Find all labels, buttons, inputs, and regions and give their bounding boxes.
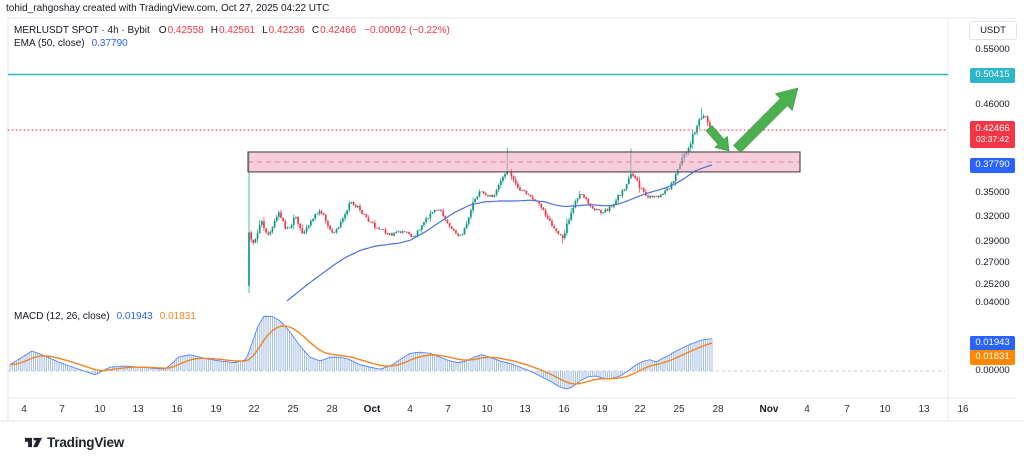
macd-legend: MACD (12, 26, close) 0.01943 0.01831: [14, 311, 196, 322]
last-price-label: 0.42466 03:37:42: [970, 120, 1015, 148]
price-tick-label: 0.27000: [975, 257, 1010, 268]
price-tick-label: 0.46000: [975, 99, 1010, 110]
borders-layer: [0, 17, 1024, 422]
time-tick-label: 13: [519, 404, 531, 415]
time-tick-label: 19: [210, 404, 222, 415]
time-tick-label: 4: [21, 404, 27, 415]
price-tick-label: 0.32000: [975, 211, 1010, 222]
macd-label: MACD (12, 26, close): [14, 311, 110, 322]
time-tick-label: 19: [596, 404, 608, 415]
symbol-title: MERLUSDT SPOT · 4h · Bybit: [14, 25, 150, 36]
candlestick-layer: [248, 107, 713, 293]
price-tick-label: 0.29000: [975, 236, 1010, 247]
time-tick-label: 25: [287, 404, 299, 415]
macd-line-value-label: 0.01943: [970, 335, 1015, 351]
open-value: 0.42558: [167, 25, 204, 36]
time-tick-label: Oct: [363, 404, 381, 415]
ohlc-open: O0.42558: [159, 25, 204, 36]
low-value: 0.42236: [268, 25, 305, 36]
symbol-legend: MERLUSDT SPOT · 4h · Bybit O0.42558 H0.425…: [14, 25, 450, 36]
open-key: O: [158, 25, 167, 36]
macd-line-value: 0.01943: [116, 311, 153, 322]
change-value: −0.00092 (−0.22%): [364, 25, 450, 36]
ema-label: EMA (50, close): [14, 38, 85, 49]
ema-price-label: 0.37790: [970, 157, 1015, 173]
price-tick-label: 0.00000: [975, 365, 1010, 376]
price-tick-label: 0.55000: [975, 44, 1010, 55]
time-tick-label: 10: [481, 404, 493, 415]
time-tick-label: 28: [326, 404, 338, 415]
time-tick-label: 4: [804, 404, 810, 415]
ema-value: 0.37790: [91, 38, 128, 49]
low-key: L: [262, 25, 268, 36]
time-tick-label: 16: [957, 404, 969, 415]
ohlc-close: C0.42466: [312, 25, 356, 36]
attribution-text: tohid_rahgoshay created with TradingView…: [6, 3, 330, 14]
macd-signal-value-label: 0.01831: [970, 349, 1015, 365]
ema-line-layer: [286, 164, 713, 302]
time-tick-label: 16: [558, 404, 570, 415]
time-tick-label: Nov: [759, 404, 779, 415]
time-tick-label: 25: [673, 404, 685, 415]
currency-toggle-button[interactable]: USDT: [969, 21, 1017, 40]
high-key: H: [210, 25, 218, 36]
time-tick-label: 7: [445, 404, 451, 415]
time-tick-label: 13: [132, 404, 144, 415]
time-tick-label: 22: [248, 404, 260, 415]
tradingview-logo[interactable]: TradingView: [25, 435, 124, 450]
tradingview-logo-icon: [25, 437, 42, 448]
time-tick-label: 10: [879, 404, 891, 415]
supply-zone-layer[interactable]: [247, 151, 801, 173]
ema-legend: EMA (50, close) 0.37790: [14, 38, 128, 49]
close-value: 0.42466: [320, 25, 357, 36]
tradingview-logo-text: TradingView: [47, 435, 125, 450]
time-tick-label: 7: [59, 404, 65, 415]
time-tick-label: 16: [171, 404, 183, 415]
ohlc-low: L0.42236: [262, 25, 305, 36]
time-tick-label: 7: [844, 404, 850, 415]
horizontal-line-price-label: 0.50415: [970, 67, 1015, 83]
price-tick-label: 0.25200: [975, 279, 1010, 290]
close-key: C: [311, 25, 320, 36]
price-tick-label: 0.35000: [975, 187, 1010, 198]
time-tick-label: 10: [94, 404, 106, 415]
high-value: 0.42561: [218, 25, 256, 36]
ohlc-high: H0.42561: [211, 25, 255, 36]
time-tick-label: 13: [918, 404, 930, 415]
time-tick-label: 4: [407, 404, 413, 415]
price-tick-label: 0.04000: [975, 297, 1010, 308]
time-tick-label: 22: [634, 404, 646, 415]
time-tick-label: 28: [712, 404, 724, 415]
arrow-annotations-layer[interactable]: [705, 87, 799, 153]
macd-signal-value: 0.01831: [159, 311, 196, 322]
macd-layer: [8, 315, 945, 390]
